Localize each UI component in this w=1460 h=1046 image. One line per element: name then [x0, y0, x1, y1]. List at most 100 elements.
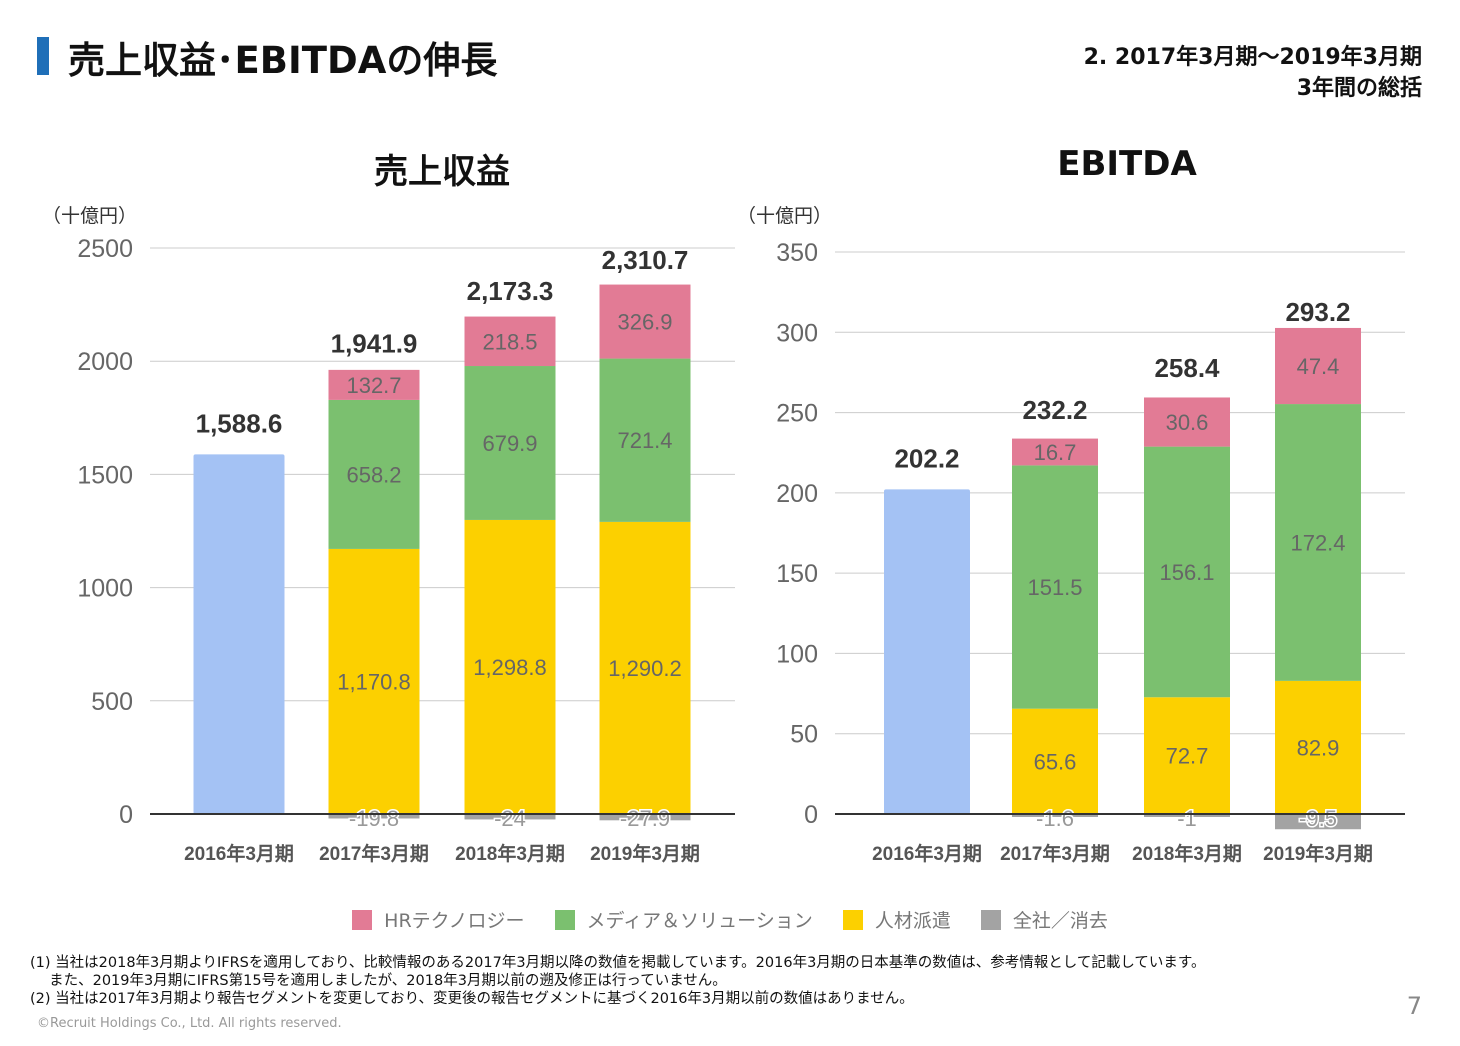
x-tick-label: 2019年3月期: [590, 842, 700, 865]
bar-segment-staffing: [1144, 697, 1230, 814]
ebitda-unit-label: （十億円）: [737, 205, 833, 227]
bar-segment-staffing: [464, 519, 556, 814]
legend-item: 全社／消去: [980, 906, 1108, 933]
segment-label: 65.6: [1034, 749, 1077, 774]
bar-segment-corporate: [599, 814, 691, 821]
segment-label: -19.8: [349, 806, 399, 831]
legend-swatch: [554, 909, 575, 930]
page-number: 7: [1406, 992, 1422, 1020]
y-tick-label: 350: [776, 239, 818, 267]
x-tick-label: 2018年3月期: [1132, 842, 1242, 865]
bar-segment-media: [1275, 404, 1361, 681]
legend-swatch: [842, 909, 863, 930]
segment-label: 47.4: [1297, 354, 1340, 379]
segment-label: 1,298.8: [473, 655, 546, 680]
legend-item: HRテクノロジー: [352, 906, 525, 933]
legend: HRテクノロジー メディア＆ソリューション 人材派遣 全社／消去: [0, 906, 1460, 933]
bar-segment-HR: [1275, 327, 1361, 405]
revenue-chart-title: 売上収益: [374, 152, 510, 192]
segment-label: 326.9: [617, 310, 672, 335]
segment-label: -1.6: [1036, 806, 1074, 831]
x-tick-label: 2019年3月期: [1263, 842, 1373, 865]
revenue-unit-label: （十億円）: [42, 205, 138, 227]
segment-label: -9.5: [1299, 806, 1337, 831]
copyright: ©Recruit Holdings Co., Ltd. All rights r…: [37, 1016, 342, 1031]
segment-label: 218.5: [482, 329, 537, 354]
x-tick-label: 2016年3月期: [184, 842, 294, 865]
bar-segment-corporate: [464, 814, 556, 820]
bar-segment-staffing: [328, 548, 420, 814]
footnote-1: (1) 当社は2018年3月期よりIFRSを適用しており、比較情報のある2017…: [30, 955, 1206, 971]
total-label: 2,310.7: [602, 245, 689, 275]
legend-label: メディア＆ソリューション: [586, 910, 813, 932]
segment-label: 721.4: [617, 428, 672, 453]
segment-label: 1,290.2: [608, 656, 681, 681]
bar-segment-media: [328, 399, 420, 549]
x-tick-label: 2017年3月期: [1000, 842, 1110, 865]
legend-label: HRテクノロジー: [384, 910, 525, 932]
segment-label: 16.7: [1034, 440, 1077, 465]
title-accent-bar: [37, 37, 49, 75]
segment-label: 172.4: [1290, 530, 1345, 555]
y-tick-label: 200: [776, 480, 818, 508]
page-title: 売上収益･EBITDAの伸長: [68, 39, 498, 82]
segment-label: 30.6: [1166, 410, 1209, 435]
segment-label: 72.7: [1166, 744, 1209, 769]
total-label: 2,173.3: [467, 276, 554, 306]
x-tick-label: 2016年3月期: [872, 842, 982, 865]
segment-label: 679.9: [482, 431, 537, 456]
y-tick-label: 500: [91, 688, 133, 716]
y-tick-label: 50: [790, 721, 818, 749]
segment-label: 156.1: [1159, 560, 1214, 585]
segment-label: -24: [494, 806, 526, 831]
y-tick-label: 150: [776, 560, 818, 588]
bar-segment-corporate: [1012, 814, 1098, 817]
bar-segment-media: [1012, 465, 1098, 709]
y-tick-label: 300: [776, 319, 818, 347]
bar-segment-media: [464, 366, 556, 520]
bar-segment-HR: [328, 369, 420, 400]
footnote-2: (2) 当社は2017年3月期より報告セグメントを変更しており、変更後の報告セグ…: [30, 991, 914, 1007]
ebitda-chart-title: EBITDA: [1057, 144, 1197, 184]
segment-label: -27.9: [620, 806, 670, 831]
y-tick-label: 250: [776, 400, 818, 428]
legend-swatch: [352, 909, 373, 930]
bar-2016-reference: [193, 454, 285, 814]
bar-segment-corporate: [328, 814, 420, 819]
segment-label: 151.5: [1027, 575, 1082, 600]
y-tick-label: 0: [804, 801, 818, 829]
x-tick-label: 2017年3月期: [319, 842, 429, 865]
legend-item: メディア＆ソリューション: [554, 906, 813, 933]
bar-segment-staffing: [1275, 680, 1361, 814]
bar-segment-corporate: [1275, 814, 1361, 830]
section-line-2: 3年間の総括: [1296, 76, 1422, 101]
bar-segment-HR: [1012, 438, 1098, 466]
y-tick-label: 1000: [77, 575, 133, 603]
section-label: 2. 2017年3月期～2019年3月期 3年間の総括: [1084, 42, 1422, 104]
y-tick-label: 2500: [77, 235, 133, 263]
legend-label: 人材派遣: [874, 910, 951, 932]
y-tick-label: 1500: [77, 461, 133, 489]
bar-segment-media: [1144, 446, 1230, 698]
ebitda-chart: 0 50 100 150 200 250 300 350 202.2 2016年3月期 65.6 15…: [776, 239, 1405, 865]
total-label: 1,941.9: [331, 328, 418, 358]
bar-segment-HR: [1144, 397, 1230, 447]
segment-label: 1,170.8: [337, 669, 410, 694]
bar-segment-staffing: [1012, 708, 1098, 814]
total-label: 293.2: [1285, 297, 1350, 327]
legend-label: 全社／消去: [1012, 910, 1108, 932]
y-tick-label: 0: [119, 801, 133, 829]
legend-swatch: [980, 909, 1001, 930]
bar-segment-corporate: [1144, 814, 1230, 817]
revenue-chart: 0 500 1000 1500 2000 2500 1,588.6 2016年3月期 1,170…: [77, 235, 735, 865]
x-tick-label: 2018年3月期: [455, 842, 565, 865]
bar-segment-HR: [599, 284, 691, 359]
segment-label: 82.9: [1297, 735, 1340, 760]
segment-label: 132.7: [346, 373, 401, 398]
bar-2016-reference: [884, 489, 970, 814]
section-line-1: 2. 2017年3月期～2019年3月期: [1083, 45, 1422, 70]
segment-label: 658.2: [346, 462, 401, 487]
legend-item: 人材派遣: [842, 906, 951, 933]
segment-label: -1: [1177, 806, 1197, 831]
charts-canvas: 050010001500200025001,588.62016年3月期1,170…: [77, 235, 1405, 865]
